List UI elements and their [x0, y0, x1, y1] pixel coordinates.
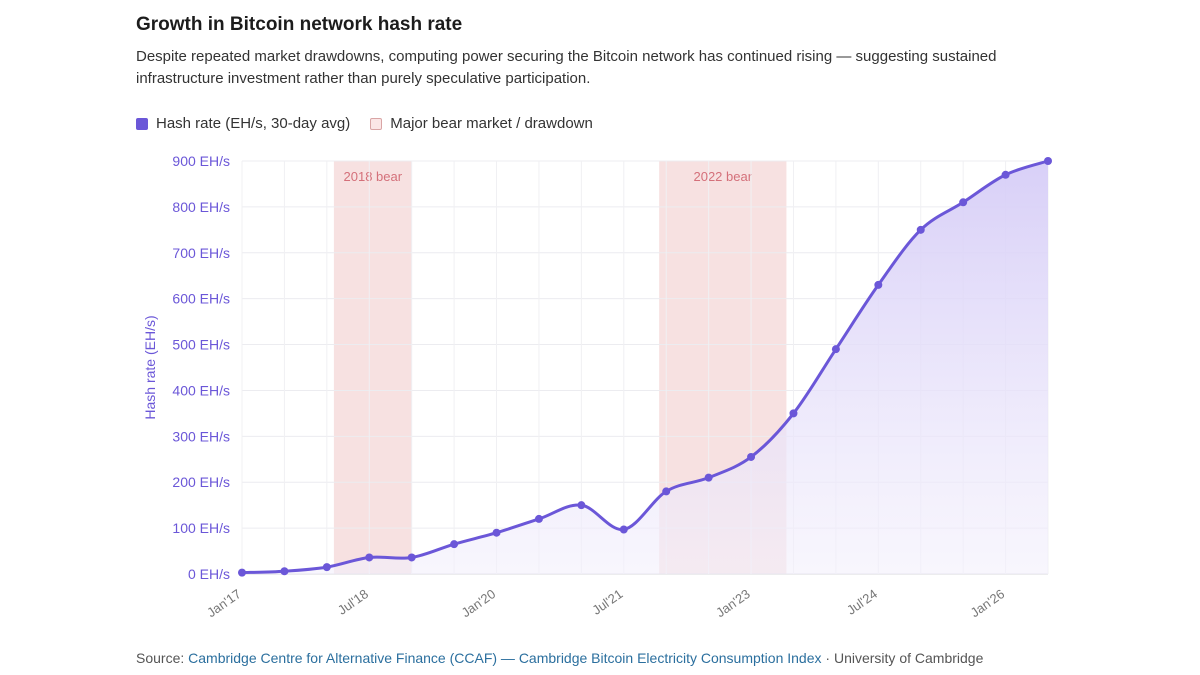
data-point: [450, 540, 459, 549]
area-fill: [242, 161, 1048, 574]
x-tick-label: Jan'20: [459, 586, 499, 620]
x-tick-label: Jan'23: [713, 586, 753, 620]
legend-item-hash-rate: Hash rate (EH/s, 30-day avg): [136, 115, 350, 132]
bear-band-label-0: 2018 bear: [344, 169, 403, 184]
chart-title: Growth in Bitcoin network hash rate: [136, 14, 463, 35]
y-axis-title: Hash rate (EH/s): [142, 315, 158, 419]
data-point: [492, 528, 501, 537]
series-area: [242, 161, 1048, 574]
x-tick-label: Jul'24: [844, 586, 880, 618]
chart-subtitle: Despite repeated market drawdowns, compu…: [136, 48, 997, 87]
data-point: [365, 553, 374, 562]
source-separator: ·: [821, 650, 834, 666]
y-tick-label: 400 EH/s: [172, 382, 230, 398]
data-point: [619, 525, 628, 534]
chart-plot: 2018 bear 2022 bear 0 EH/s 100 EH/s 200 EH/…: [142, 153, 1052, 620]
x-axis: Jan'17 Jul'18 Jan'20 Jul'21 Jan'23 Jul'24 Jan'…: [204, 586, 1007, 620]
legend-item-bear-market: Major bear market / drawdown: [370, 115, 593, 132]
y-tick-label: 200 EH/s: [172, 474, 230, 490]
bear-band-0: [333, 161, 412, 574]
source-link[interactable]: Cambridge Centre for Alternative Finance…: [188, 650, 822, 666]
data-point: [747, 452, 756, 461]
source-note: Source: Cambridge Centre for Alternative…: [136, 650, 983, 666]
y-tick-label: 600 EH/s: [172, 291, 230, 307]
bear-band-label-1: 2022 bear: [693, 169, 752, 184]
y-tick-label: 900 EH/s: [172, 153, 230, 169]
y-axis-title-group: Hash rate (EH/s): [142, 315, 158, 419]
data-point: [1001, 170, 1010, 179]
y-tick-label: 500 EH/s: [172, 337, 230, 353]
x-tick-label: Jan'17: [204, 586, 244, 620]
series-line: [240, 159, 1050, 575]
legend: Hash rate (EH/s, 30-day avg) Major bear …: [136, 115, 613, 132]
series-points: [238, 157, 1052, 577]
y-tick-label: 800 EH/s: [172, 199, 230, 215]
data-point: [874, 280, 883, 289]
data-point: [916, 225, 925, 234]
legend-swatch-hash-rate: [136, 117, 148, 130]
data-point: [322, 563, 331, 572]
x-tick-label: Jan'26: [968, 586, 1008, 620]
source-prefix: Source:: [136, 650, 189, 666]
data-point: [280, 567, 289, 576]
y-tick-label: 0 EH/s: [188, 566, 230, 582]
legend-label-hash-rate: Hash rate (EH/s, 30-day avg): [156, 115, 351, 132]
y-tick-label: 700 EH/s: [172, 245, 230, 261]
legend-swatch-bear-market: [370, 117, 383, 130]
x-tick-label: Jul'21: [589, 586, 625, 618]
data-point: [407, 553, 416, 562]
source-suffix: University of Cambridge: [833, 650, 984, 666]
y-tick-label: 100 EH/s: [172, 520, 230, 536]
data-point: [959, 198, 968, 207]
data-point: [789, 409, 798, 418]
data-point: [662, 487, 671, 496]
data-point: [238, 568, 246, 577]
y-tick-label: 300 EH/s: [172, 428, 230, 444]
data-point: [704, 473, 713, 482]
data-point: [577, 501, 586, 510]
series-line-group: [240, 159, 1050, 575]
y-axis: 0 EH/s 100 EH/s 200 EH/s 300 EH/s 400 EH/s 50…: [172, 153, 230, 582]
legend-label-bear-market: Major bear market / drawdown: [390, 115, 593, 132]
x-tick-label: Jul'18: [335, 586, 371, 618]
data-point: [534, 514, 543, 523]
data-point: [1044, 157, 1052, 165]
data-point: [831, 345, 840, 354]
